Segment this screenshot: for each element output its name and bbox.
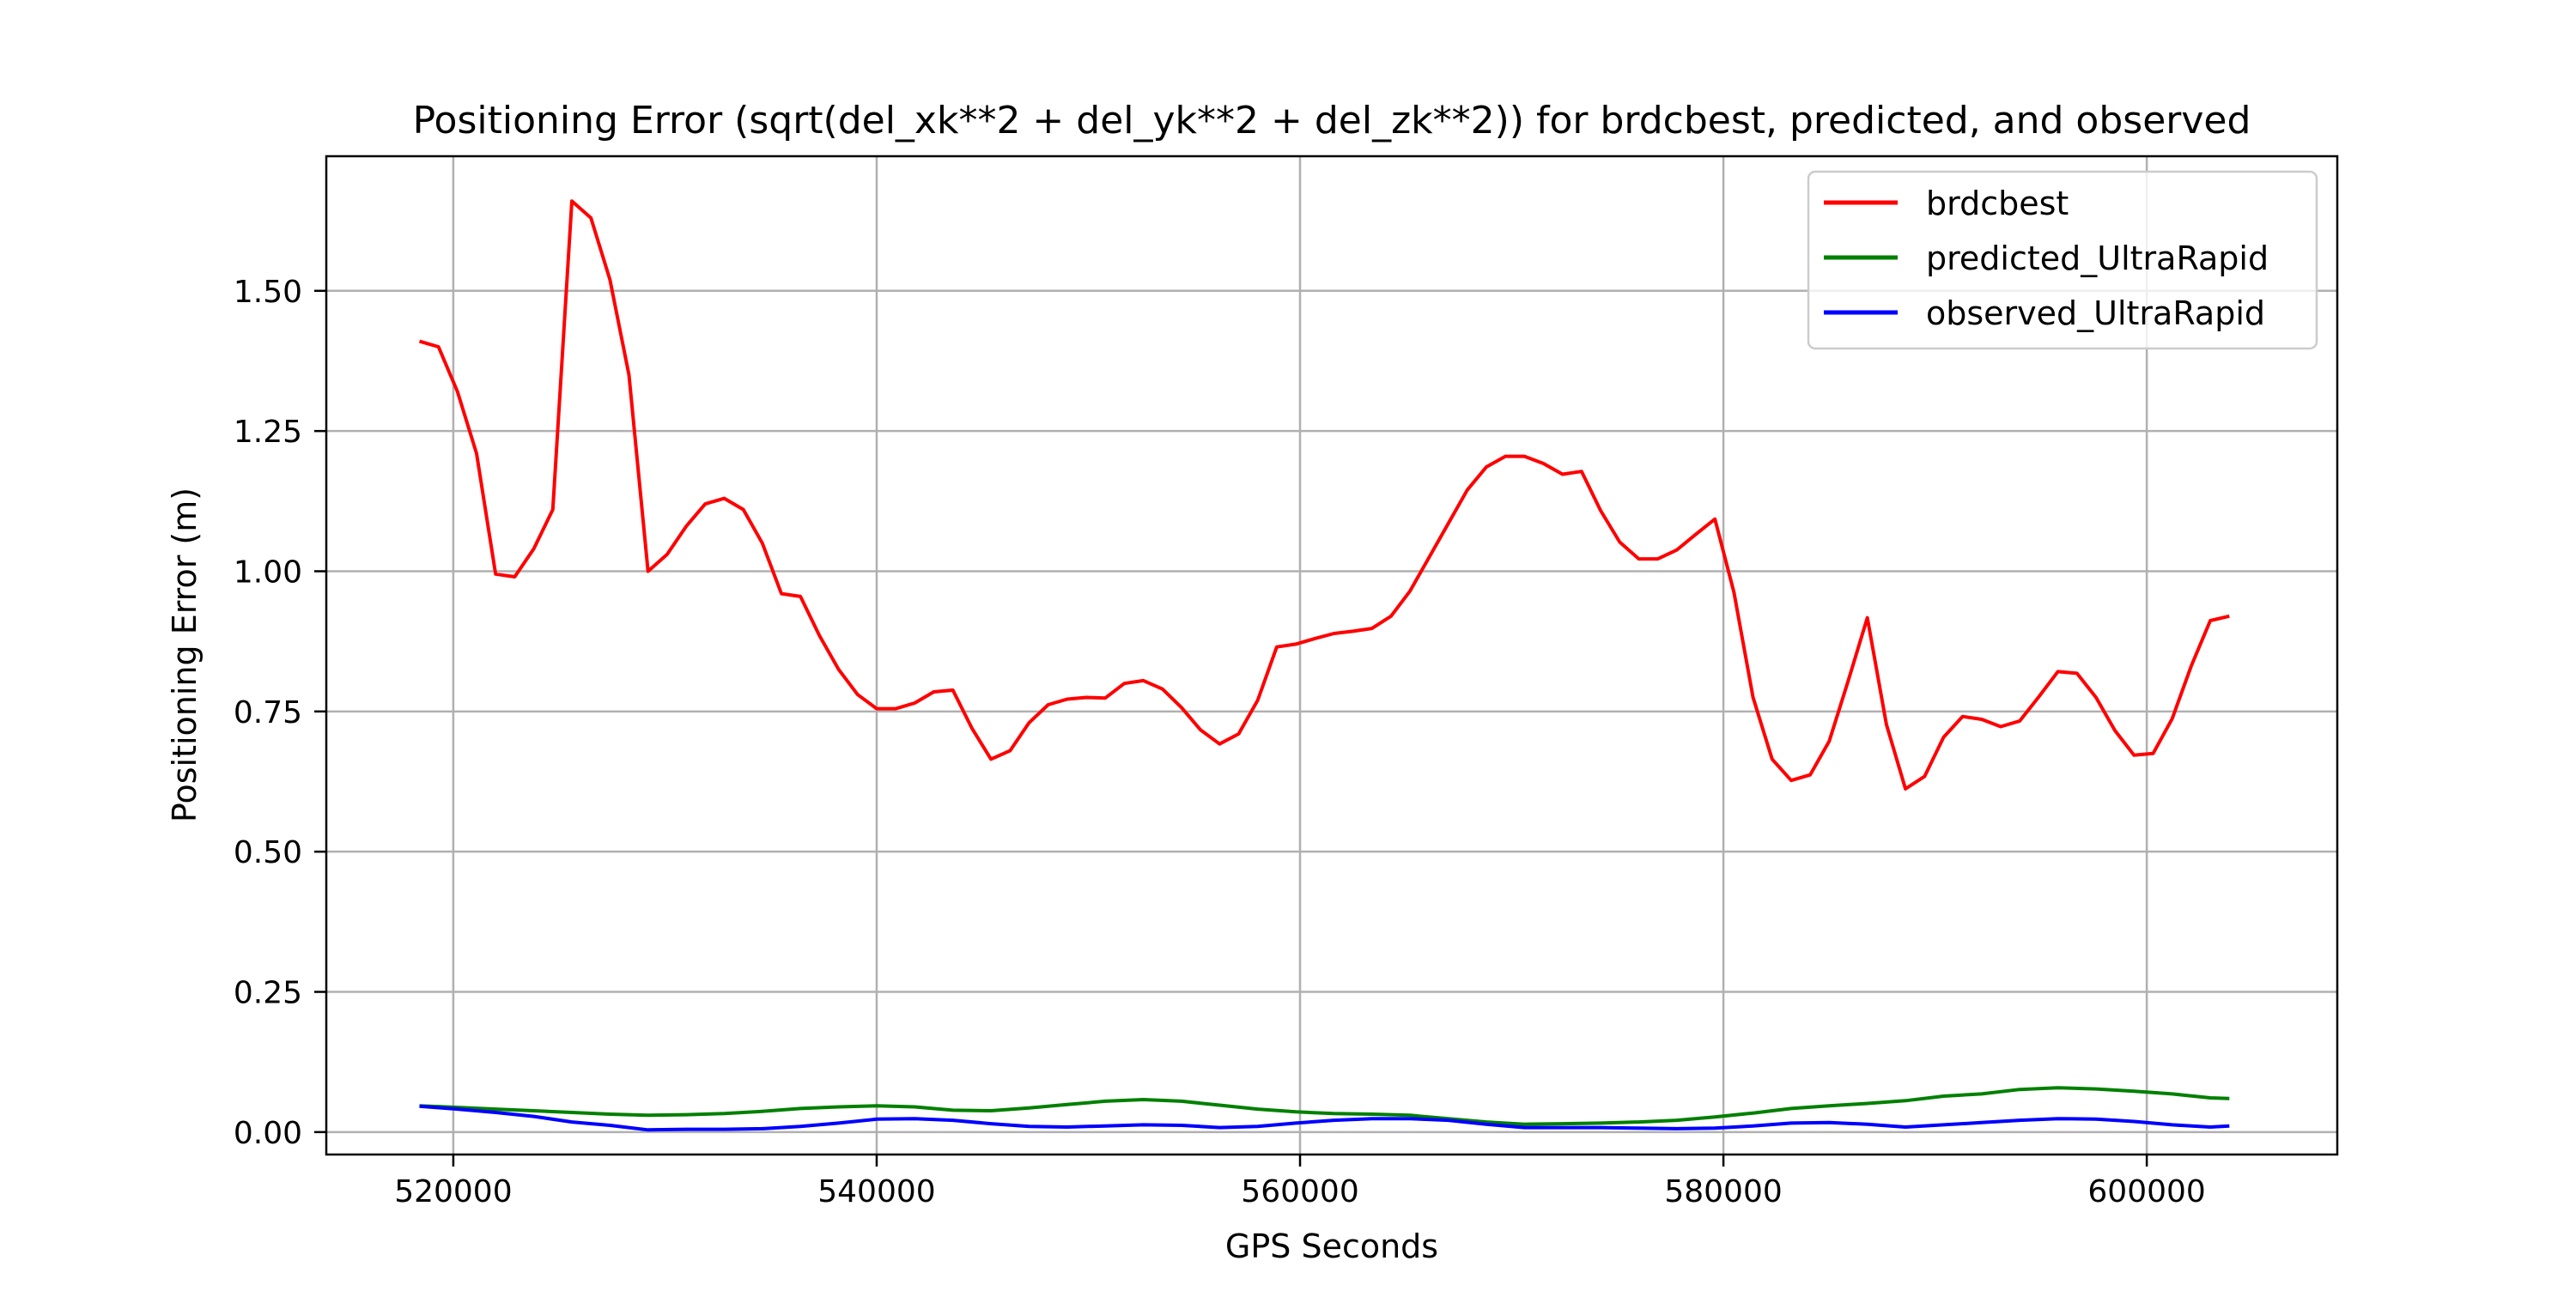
plot-frame xyxy=(325,155,2339,1156)
series-line-predicted-ultrarapid xyxy=(419,1086,2230,1126)
x-tick-label: 520000 xyxy=(394,1174,512,1209)
legend-label-brdcbest: brdcbest xyxy=(1926,185,2069,222)
x-tick-label: 560000 xyxy=(1241,1174,1358,1209)
x-tick-label: 600000 xyxy=(2087,1174,2205,1209)
x-axis-label: GPS Seconds xyxy=(1225,1227,1438,1265)
y-tick-label: 1.25 xyxy=(234,415,302,450)
y-tick-label: 1.50 xyxy=(234,275,302,310)
y-tick-label: 0.50 xyxy=(234,835,302,870)
x-tick-label: 580000 xyxy=(1664,1174,1782,1209)
ticks: 520000 540000 560000 580000 600000 0.00 0.25 0.… xyxy=(234,275,2206,1209)
legend-box xyxy=(1807,170,2318,350)
chart-title: Positioning Error (sqrt(del_xk**2 + del_… xyxy=(413,99,2251,142)
legend-label-observed: observed_UltraRapid xyxy=(1926,294,2265,332)
y-tick-label: 1.00 xyxy=(234,555,302,590)
grid xyxy=(326,156,2337,1155)
series-lines xyxy=(418,199,2230,1132)
series-line-observed-ultrarapid xyxy=(419,1104,2230,1132)
x-tick-label: 540000 xyxy=(817,1174,935,1209)
series-line-brdcbest xyxy=(418,199,2230,791)
y-axis-label: Positioning Error (m) xyxy=(166,488,204,822)
y-tick-label: 0.25 xyxy=(234,976,302,1011)
legend-label-predicted: predicted_UltraRapid xyxy=(1926,239,2269,277)
legend: brdcbest predicted_UltraRapid observed_U… xyxy=(1807,170,2318,350)
y-tick-label: 0.00 xyxy=(234,1116,302,1151)
y-tick-label: 0.75 xyxy=(234,695,302,730)
